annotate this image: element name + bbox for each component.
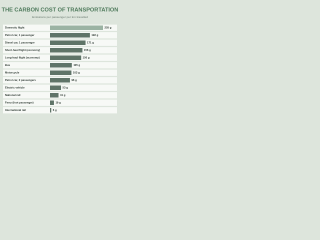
value-label: 53 g [63,85,69,89]
category-label: Ferry (foot passenger) [5,100,34,104]
value-label: 6 g [53,108,57,112]
bar [50,48,83,53]
category-label: Bus [5,63,11,67]
bar [50,70,72,75]
value-label: 96 g [71,78,77,82]
value-label: 19 g [55,100,61,104]
category-label: Short-haul flight (economy) [5,48,40,52]
bar [50,78,70,83]
category-label: Motorcycle [5,70,20,74]
value-label: 41 g [60,93,66,97]
bar [50,100,54,105]
category-label: Diesel car, 1 passenger [5,40,35,44]
bar [50,108,52,113]
category-label: Petrol car, 1 passenger [5,33,34,37]
row-band [3,92,117,99]
category-label: Petrol car, 2 passengers [5,78,36,82]
value-label: 156 g [84,48,91,52]
value-label: 255 g [105,25,112,29]
row-band [3,107,117,114]
category-label: Electric vehicle [5,85,25,89]
value-label: 103 g [73,70,80,74]
category-label: Domestic flight [5,25,25,29]
value-label: 105 g [73,63,80,67]
chart-subtitle: Emissions per passenger per km travelled [32,15,88,19]
bar [50,63,72,68]
bar [50,85,62,90]
chart: THE CARBON COST OF TRANSPORTATION Emissi… [0,0,120,120]
bar [50,93,59,98]
row-band [3,99,117,106]
chart-title: THE CARBON COST OF TRANSPORTATION [2,7,119,13]
category-label: Long-haul flight (economy) [5,55,40,59]
bar [50,55,82,60]
category-label: International rail [5,108,26,112]
value-label: 171 g [87,40,94,44]
bar [50,33,90,38]
bar [50,40,86,45]
value-label: 150 g [83,55,90,59]
category-label: National rail [5,93,21,97]
value-label: 192 g [91,33,98,37]
bar [50,25,103,30]
